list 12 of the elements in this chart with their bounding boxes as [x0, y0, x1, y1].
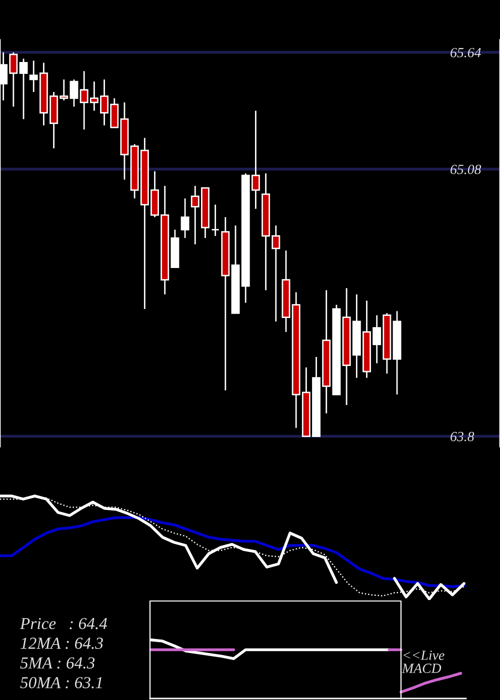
- candlestick: [180, 198, 190, 239]
- y-tick-label: 65.64: [450, 48, 481, 58]
- annotation: <<Live MACD: [402, 650, 444, 674]
- candlestick: [70, 78, 78, 108]
- text: 50MA : 63.1: [20, 677, 102, 688]
- text: 12MA : 64.3: [20, 638, 103, 649]
- candlestick: [211, 204, 220, 237]
- y-tick-label: 63.8: [450, 432, 474, 442]
- y-tick-label: 65.08: [450, 164, 482, 174]
- text: 5MA : 64.3: [20, 657, 95, 669]
- text: Price : 64.4: [20, 618, 108, 630]
- candlestick: [19, 58, 28, 120]
